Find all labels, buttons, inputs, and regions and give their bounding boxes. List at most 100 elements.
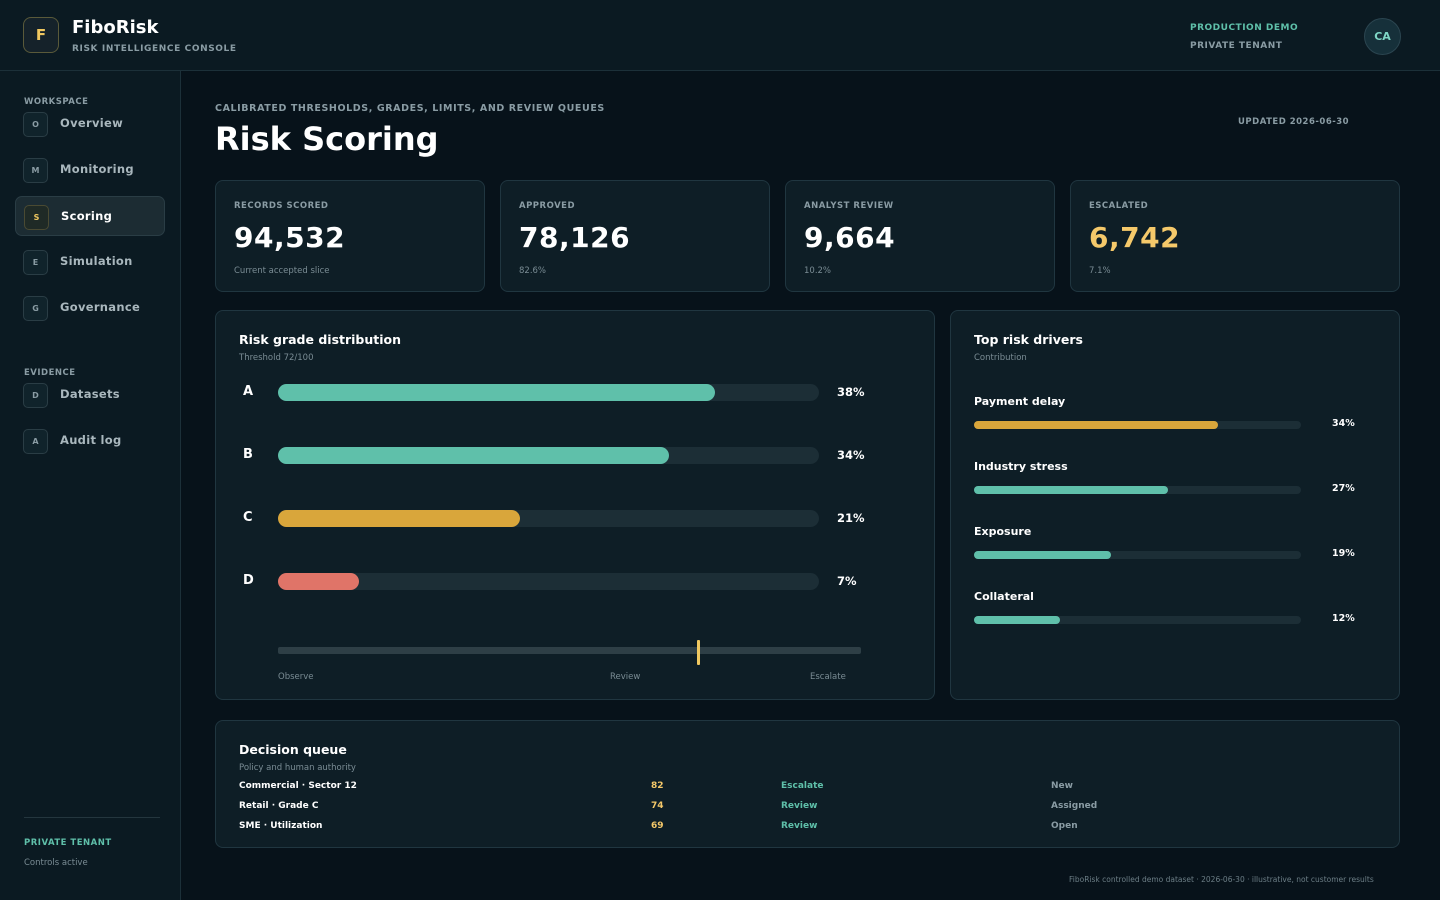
grade-bar-track: [278, 447, 819, 464]
kpi-label: RECORDS SCORED: [234, 201, 329, 211]
driver-bar-track: [974, 486, 1301, 494]
kpi-label: ANALYST REVIEW: [804, 201, 894, 211]
table-row[interactable]: Retail · Grade C 74 Review Assigned: [239, 801, 1389, 817]
datasets-icon: D: [23, 383, 48, 408]
sidebar-item-label: Simulation: [60, 254, 133, 268]
tenant-label: PRIVATE TENANT: [1190, 41, 1283, 51]
threshold-label-escalate: Escalate: [810, 672, 846, 682]
workspace-section-label: WORKSPACE: [24, 97, 89, 107]
driver-bar-collateral: [974, 616, 1060, 624]
sidebar-item-datasets[interactable]: D Datasets: [15, 375, 165, 415]
threshold-track: [278, 647, 861, 654]
table-row[interactable]: SME · Utilization 69 Review Open: [239, 821, 1389, 837]
panel-title: Decision queue: [239, 742, 347, 757]
footer-disclaimer: FiboRisk controlled demo dataset · 2026-…: [1069, 875, 1374, 884]
panel-subtitle: Policy and human authority: [239, 763, 356, 773]
grade-bar-c: [278, 510, 520, 527]
queue-item-score: 74: [651, 801, 664, 811]
kpi-label: APPROVED: [519, 201, 576, 211]
sidebar-controls-status: Controls active: [24, 858, 88, 868]
sidebar-item-label: Audit log: [60, 433, 122, 447]
queue-item-action[interactable]: Review: [781, 801, 818, 811]
brand-subtitle: RISK INTELLIGENCE CONSOLE: [72, 44, 237, 54]
driver-label-collateral: Collateral: [974, 590, 1034, 603]
sidebar-item-audit-log[interactable]: A Audit log: [15, 421, 165, 461]
brand-logo[interactable]: F: [23, 17, 59, 53]
brand-name: FiboRisk: [72, 17, 159, 38]
sidebar-item-label: Governance: [60, 300, 141, 314]
driver-label-payment-delay: Payment delay: [974, 395, 1066, 408]
sidebar-item-overview[interactable]: O Overview: [15, 104, 165, 144]
grade-bar-track: [278, 384, 819, 401]
driver-bar-exposure: [974, 551, 1111, 559]
panel-title: Risk grade distribution: [239, 332, 402, 347]
grade-bar-a: [278, 384, 715, 401]
queue-item-name: SME · Utilization: [239, 821, 323, 831]
grade-pct-label: 38%: [837, 385, 865, 399]
grade-pct-label: 7%: [837, 574, 857, 588]
sidebar-item-scoring[interactable]: S Scoring: [15, 196, 165, 236]
grade-bar-track: [278, 510, 819, 527]
updated-timestamp: UPDATED 2026-06-30: [1238, 117, 1350, 127]
driver-bar-track: [974, 616, 1301, 624]
queue-item-score: 82: [651, 781, 664, 791]
kpi-value: 6,742: [1089, 221, 1181, 254]
queue-item-status: Open: [1051, 821, 1078, 831]
sidebar-tenant-label: PRIVATE TENANT: [24, 838, 112, 848]
kpi-note: 7.1%: [1089, 266, 1111, 276]
sidebar-item-label: Monitoring: [60, 162, 134, 176]
grade-label-c: C: [243, 510, 253, 525]
panel-subtitle: Threshold 72/100: [239, 353, 314, 363]
driver-pct-label: 34%: [1332, 418, 1355, 429]
governance-icon: G: [23, 296, 48, 321]
kpi-label: ESCALATED: [1089, 201, 1149, 211]
kpi-value: 9,664: [804, 221, 896, 254]
kpi-note: 82.6%: [519, 266, 547, 276]
top-bar: F FiboRisk RISK INTELLIGENCE CONSOLE PRO…: [0, 0, 1440, 71]
sidebar-item-simulation[interactable]: E Simulation: [15, 242, 165, 282]
grade-bar-b: [278, 447, 669, 464]
queue-item-name: Retail · Grade C: [239, 801, 319, 811]
page-eyebrow: CALIBRATED THRESHOLDS, GRADES, LIMITS, A…: [215, 103, 605, 114]
monitoring-icon: M: [23, 158, 48, 183]
panel-title: Top risk drivers: [974, 332, 1083, 347]
queue-item-action[interactable]: Escalate: [781, 781, 824, 791]
queue-item-score: 69: [651, 821, 664, 831]
kpi-card-escalated: ESCALATED 6,742 7.1%: [1070, 180, 1400, 292]
grade-label-b: B: [243, 447, 253, 462]
driver-pct-label: 27%: [1332, 483, 1355, 494]
threshold-label-observe: Observe: [278, 672, 314, 682]
queue-item-name: Commercial · Sector 12: [239, 781, 357, 791]
sidebar-item-label: Datasets: [60, 387, 120, 401]
driver-bar-payment-delay: [974, 421, 1218, 429]
grade-bar-track: [278, 573, 819, 590]
evidence-section-label: EVIDENCE: [24, 368, 76, 378]
sidebar-item-label: Overview: [60, 116, 124, 130]
table-row[interactable]: Commercial · Sector 12 82 Escalate New: [239, 781, 1389, 797]
overview-icon: O: [23, 112, 48, 137]
queue-item-status: Assigned: [1051, 801, 1098, 811]
sidebar-item-governance[interactable]: G Governance: [15, 288, 165, 328]
grade-distribution-panel: Risk grade distribution Threshold 72/100…: [215, 310, 935, 700]
page-title: Risk Scoring: [215, 120, 439, 158]
scoring-icon: S: [24, 205, 49, 230]
kpi-value: 94,532: [234, 221, 346, 254]
sidebar-item-monitoring[interactable]: M Monitoring: [15, 150, 165, 190]
kpi-value: 78,126: [519, 221, 631, 254]
queue-item-action[interactable]: Review: [781, 821, 818, 831]
sidebar: WORKSPACE O Overview M Monitoring S Scor…: [0, 71, 181, 900]
grade-pct-label: 21%: [837, 511, 865, 525]
audit-log-icon: A: [23, 429, 48, 454]
threshold-label-review: Review: [610, 672, 641, 682]
driver-pct-label: 12%: [1332, 613, 1355, 624]
sidebar-item-label: Scoring: [61, 209, 113, 223]
kpi-card-records-scored: RECORDS SCORED 94,532 Current accepted s…: [215, 180, 485, 292]
threshold-marker[interactable]: [697, 640, 700, 665]
grade-bar-d: [278, 573, 359, 590]
driver-bar-track: [974, 421, 1301, 429]
decision-queue-panel: Decision queue Policy and human authorit…: [215, 720, 1400, 848]
queue-item-status: New: [1051, 781, 1073, 791]
user-avatar[interactable]: CA: [1364, 18, 1401, 55]
driver-label-industry-stress: Industry stress: [974, 460, 1068, 473]
driver-label-exposure: Exposure: [974, 525, 1032, 538]
